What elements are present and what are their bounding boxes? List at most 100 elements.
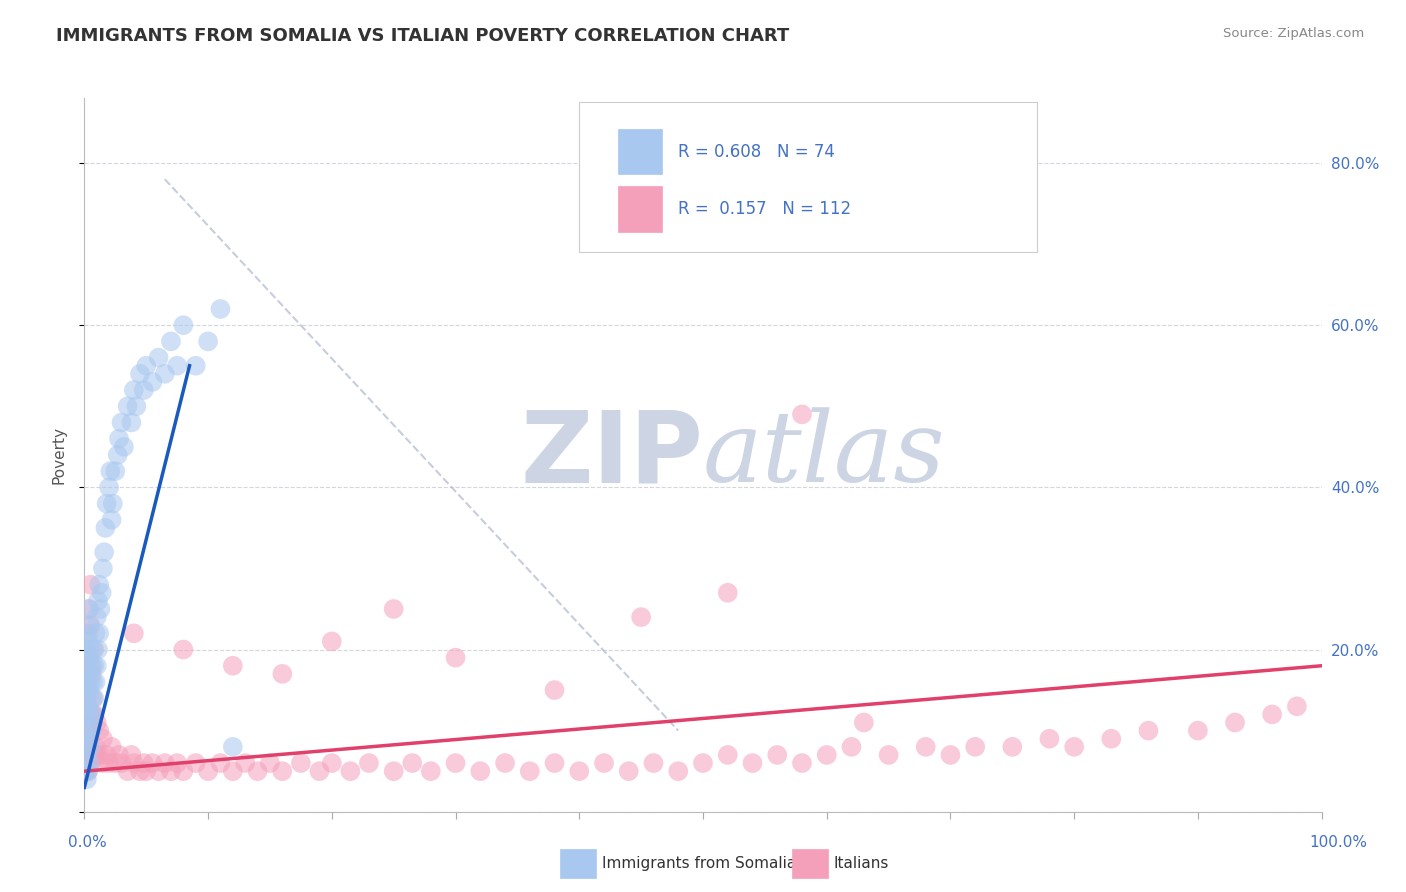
- Point: [617, 764, 640, 779]
- Point: [77, 764, 100, 779]
- Point: [339, 764, 361, 779]
- Point: [382, 764, 405, 779]
- Point: [96, 747, 118, 762]
- Point: [790, 408, 813, 422]
- Point: [75, 675, 97, 690]
- Point: [84, 626, 107, 640]
- Point: [79, 739, 101, 754]
- Point: [153, 367, 176, 381]
- Point: [82, 642, 104, 657]
- Point: [101, 497, 124, 511]
- Point: [75, 642, 97, 657]
- Text: 100.0%: 100.0%: [1309, 836, 1368, 850]
- Point: [122, 756, 145, 770]
- Point: [1223, 715, 1246, 730]
- Point: [84, 739, 107, 754]
- FancyBboxPatch shape: [579, 102, 1038, 252]
- Point: [321, 756, 343, 770]
- Point: [77, 731, 100, 746]
- Point: [166, 756, 188, 770]
- Point: [543, 756, 565, 770]
- Point: [76, 691, 98, 706]
- Point: [148, 764, 170, 779]
- Text: Immigrants from Somalia: Immigrants from Somalia: [602, 856, 796, 871]
- Point: [444, 756, 467, 770]
- Point: [222, 658, 245, 673]
- Point: [120, 416, 142, 430]
- Point: [172, 764, 194, 779]
- Point: [80, 723, 103, 738]
- Point: [77, 602, 100, 616]
- Point: [83, 691, 105, 706]
- Point: [93, 545, 115, 559]
- Point: [84, 675, 107, 690]
- Text: Source: ZipAtlas.com: Source: ZipAtlas.com: [1223, 27, 1364, 40]
- Point: [77, 634, 100, 648]
- Point: [132, 756, 155, 770]
- Text: IMMIGRANTS FROM SOMALIA VS ITALIAN POVERTY CORRELATION CHART: IMMIGRANTS FROM SOMALIA VS ITALIAN POVER…: [56, 27, 790, 45]
- Point: [80, 666, 103, 681]
- Point: [75, 707, 97, 722]
- Point: [222, 764, 245, 779]
- Point: [209, 301, 232, 316]
- Point: [815, 747, 838, 762]
- Point: [91, 561, 114, 575]
- Point: [290, 756, 312, 770]
- Point: [184, 756, 207, 770]
- Point: [82, 715, 104, 730]
- Point: [76, 764, 98, 779]
- Point: [132, 383, 155, 397]
- Point: [76, 747, 98, 762]
- Point: [543, 683, 565, 698]
- Point: [117, 764, 139, 779]
- Point: [108, 432, 131, 446]
- Point: [76, 658, 98, 673]
- Point: [939, 747, 962, 762]
- Point: [717, 747, 740, 762]
- Point: [209, 756, 232, 770]
- Point: [98, 480, 121, 494]
- Point: [593, 756, 616, 770]
- Point: [83, 707, 105, 722]
- Y-axis label: Poverty: Poverty: [51, 425, 66, 484]
- Point: [166, 359, 188, 373]
- Point: [82, 675, 104, 690]
- Point: [107, 448, 129, 462]
- Point: [1099, 731, 1122, 746]
- Point: [357, 756, 380, 770]
- Point: [89, 577, 111, 591]
- Point: [79, 602, 101, 616]
- Point: [321, 634, 343, 648]
- Point: [692, 756, 714, 770]
- Point: [717, 586, 740, 600]
- Point: [91, 756, 114, 770]
- Point: [86, 610, 108, 624]
- Point: [470, 764, 492, 779]
- Point: [79, 715, 101, 730]
- Point: [79, 577, 101, 591]
- Point: [135, 359, 157, 373]
- Point: [75, 756, 97, 770]
- Point: [141, 756, 163, 770]
- Text: atlas: atlas: [703, 408, 946, 502]
- Point: [79, 650, 101, 665]
- Text: R =  0.157   N = 112: R = 0.157 N = 112: [678, 200, 852, 218]
- Point: [1001, 739, 1024, 754]
- Text: Italians: Italians: [834, 856, 889, 871]
- Point: [1063, 739, 1085, 754]
- Point: [184, 359, 207, 373]
- Point: [519, 764, 541, 779]
- Point: [172, 642, 194, 657]
- Point: [1137, 723, 1160, 738]
- Point: [79, 650, 101, 665]
- Point: [630, 610, 652, 624]
- Point: [91, 731, 114, 746]
- Point: [401, 756, 423, 770]
- Point: [271, 764, 294, 779]
- Point: [83, 747, 105, 762]
- Point: [75, 764, 97, 779]
- Point: [75, 739, 97, 754]
- Point: [246, 764, 269, 779]
- Point: [877, 747, 900, 762]
- Point: [77, 683, 100, 698]
